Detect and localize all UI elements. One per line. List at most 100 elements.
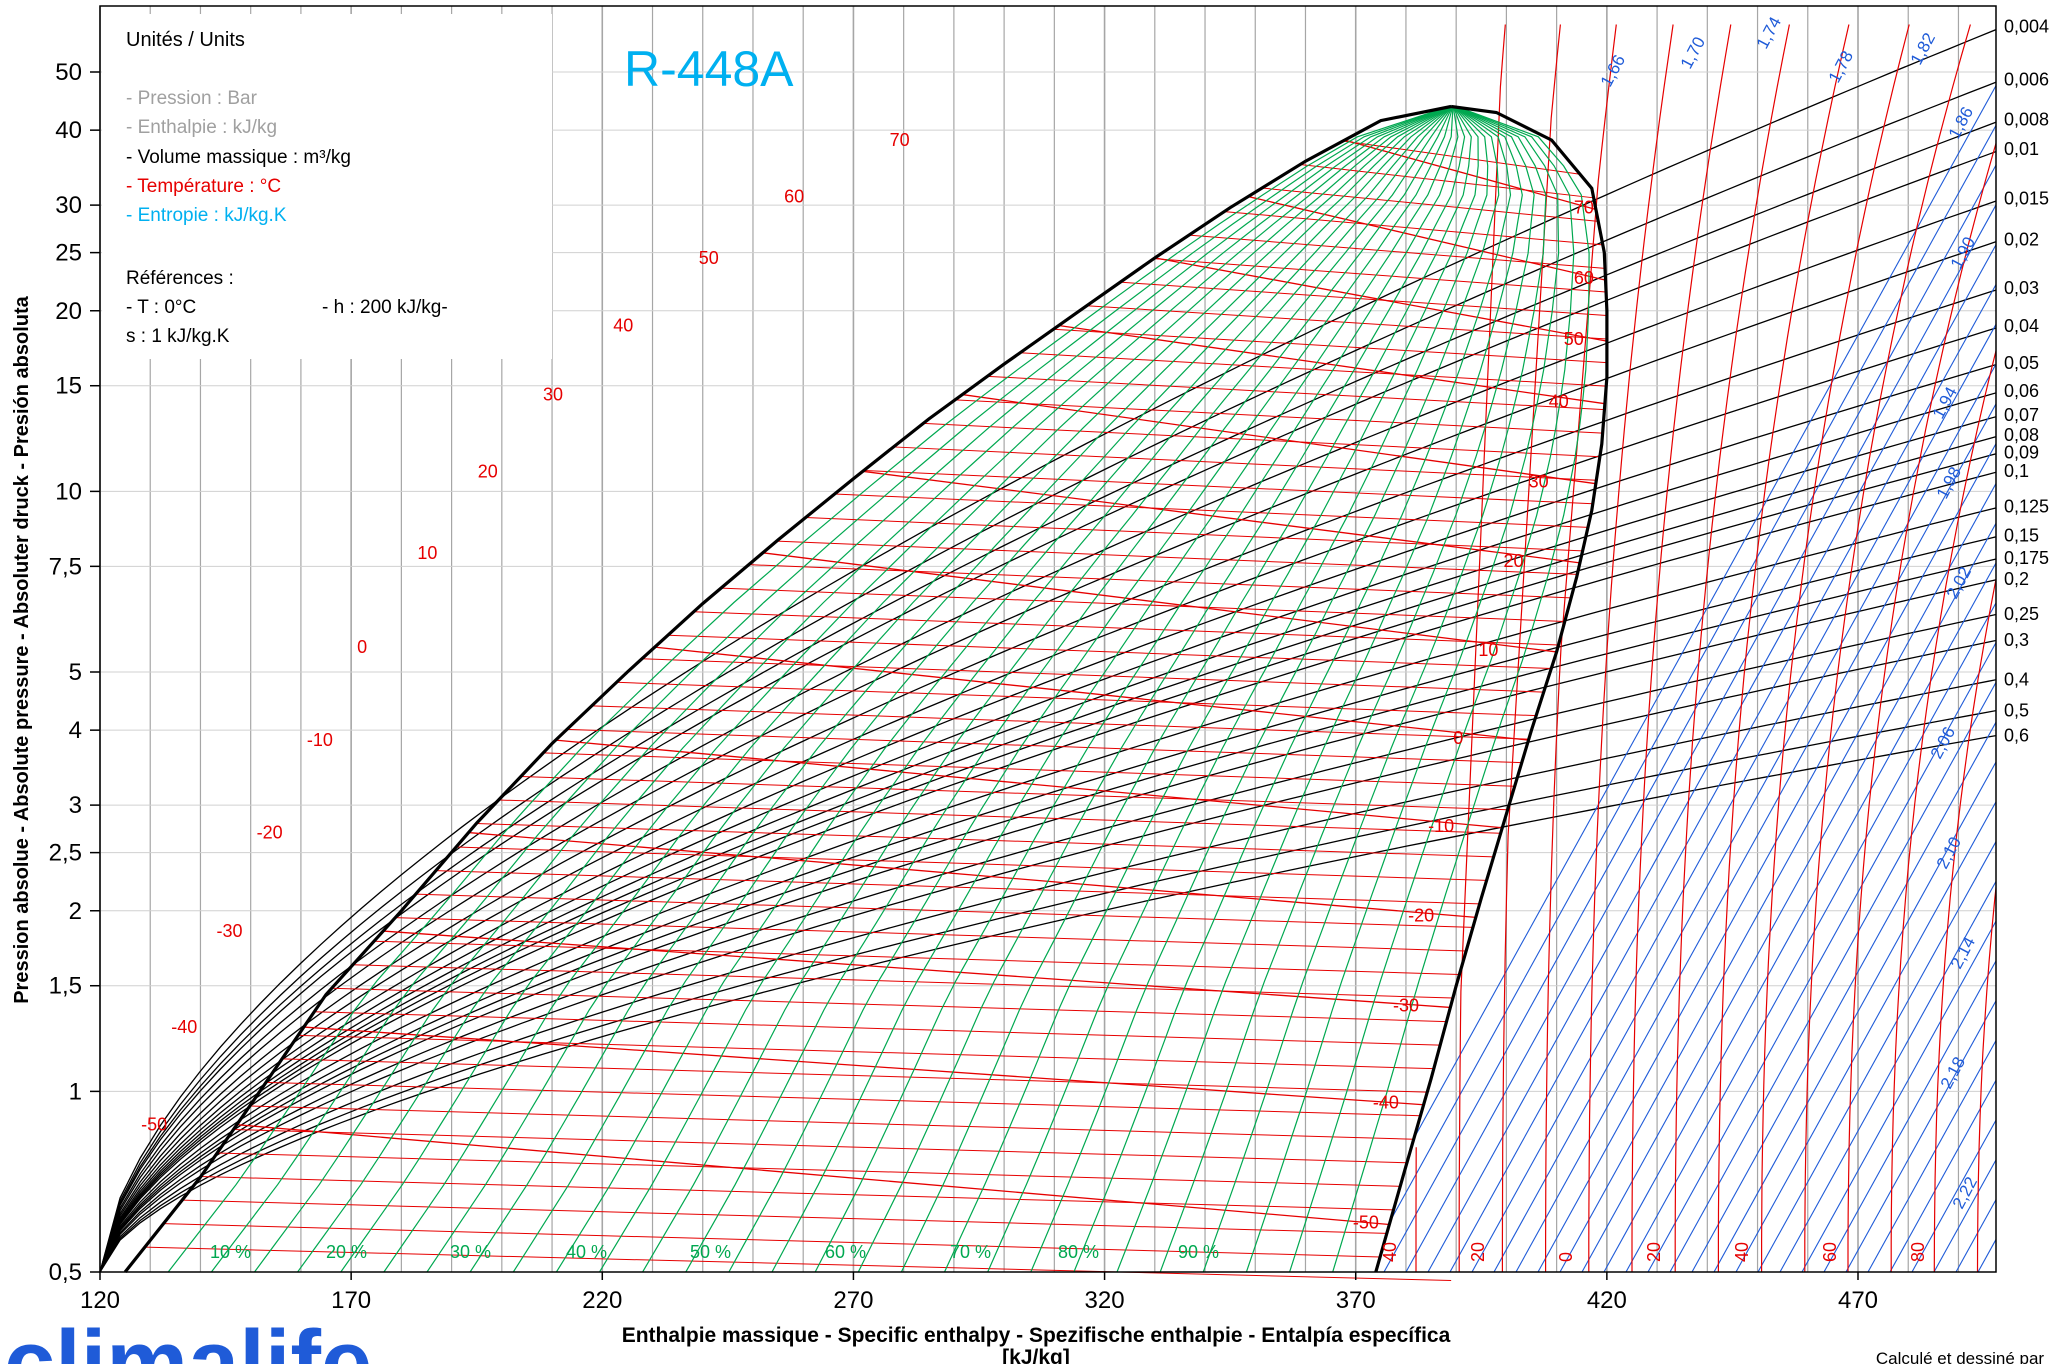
quality-line [728, 106, 1454, 1273]
isochore-label: 0,25 [2004, 604, 2039, 624]
isentrope-line [1669, 6, 1996, 1272]
saturated-liquid-line [123, 104, 1452, 1273]
isotherm-line [282, 1058, 1428, 1093]
isentrope-label: 1,78 [1825, 48, 1857, 86]
isotherm-line [314, 1011, 1441, 1046]
isotherm-line [1020, 352, 1607, 387]
isentrope-line [1365, 6, 1996, 1272]
y-tick-label: 30 [55, 192, 82, 219]
quality-line [857, 105, 1466, 1273]
isotherm-line [298, 1034, 1434, 1070]
isochore-label: 0,05 [2004, 353, 2039, 373]
x-tick-label: 470 [1838, 1287, 1878, 1314]
curve-labels: 0,004 0,006 0,008 0,01 0,015 0,02 0,03 0,04 0,05… [141, 14, 2049, 1262]
isochore-label: 0,04 [2004, 316, 2039, 336]
isochore-label: 0,02 [2004, 229, 2039, 249]
axis-ticks: 120 170 220 270 320 370 420 470 0,5 1 1,5 2 2,5 3 4 5 7,… [49, 59, 1878, 1314]
isotherm-lines [144, 24, 1996, 1281]
isentrope-line [1365, 6, 1996, 1272]
isotherm-line [217, 1152, 1401, 1187]
legend-references: Références : [126, 268, 234, 289]
y-tick-label: 15 [55, 373, 82, 400]
isochore-label: 0,08 [2004, 425, 2039, 445]
isentrope-label: 1,86 [1945, 104, 1977, 142]
isochore-label: 0,6 [2004, 725, 2029, 745]
y-tick-label: 3 [69, 792, 82, 819]
isotherm-label: 0 [357, 637, 367, 657]
isentrope-label: 1,82 [1907, 30, 1939, 68]
quality-label: 90 % [1178, 1242, 1219, 1262]
isotherm-line [1344, 139, 1597, 211]
quality-line [1202, 105, 1547, 1273]
isotherm-line [923, 422, 1600, 458]
isotherm-line [893, 446, 1597, 481]
isotherm-line [303, 1026, 1424, 1106]
isochore-line [100, 28, 1996, 1272]
x-tick-label: 320 [1085, 1287, 1125, 1314]
y-tick-label: 50 [55, 59, 82, 86]
isotherm-bottom-label: 20 [1468, 1242, 1488, 1262]
isochore-line [100, 507, 1996, 1272]
isentrope-line [1845, 6, 1996, 1272]
x-tick-label: 220 [582, 1287, 622, 1314]
quality-line [254, 105, 1452, 1273]
legend-volume: - Volume massique : m³/kg [126, 147, 351, 168]
isotherm-label: 40 [1549, 392, 1569, 412]
y-tick-label: 5 [69, 659, 82, 686]
isotherm-line [200, 1176, 1394, 1211]
isotherm-line [654, 646, 1529, 741]
isochore-line [100, 579, 1996, 1272]
quality-label: 70 % [950, 1242, 991, 1262]
y-tick-label: 1,5 [49, 973, 82, 1000]
isotherm-label: 10 [417, 543, 437, 563]
isochore-line [100, 453, 1996, 1272]
isentrope-line [1559, 6, 1996, 1272]
quality-line [642, 106, 1453, 1273]
quality-line [469, 106, 1452, 1273]
isentrope-line [1515, 6, 1996, 1272]
isotherm-label: 0 [1453, 728, 1463, 748]
isotherm-bottom-label: 60 [1820, 1242, 1840, 1262]
x-tick-label: 170 [331, 1287, 371, 1314]
plot-border [99, 5, 1997, 1273]
x-tick-label: 420 [1587, 1287, 1627, 1314]
y-tick-label: 2,5 [49, 840, 82, 867]
isotherm-line [762, 552, 1557, 653]
quality-line [210, 105, 1452, 1273]
legend-enthalpy: - Enthalpie : kJ/kg [126, 117, 277, 138]
quality-label: 50 % [690, 1242, 731, 1262]
isotherm-line [543, 752, 1515, 787]
isotherm-label: 50 [1564, 329, 1584, 349]
isochore-label: 0,004 [2004, 16, 2049, 36]
isotherm-label: 70 [1574, 197, 1594, 217]
isotherm-superheat-line [1890, 348, 1996, 1272]
isotherm-superheat-line [1933, 576, 1996, 1272]
quality-line [383, 105, 1452, 1273]
isotherm-line [1053, 328, 1607, 364]
legend-ref-entropy: s : 1 kJ/kg.K [126, 326, 230, 347]
isotherm-label: -10 [307, 730, 333, 750]
isotherm-line [667, 634, 1552, 670]
y-tick-label: 0,5 [49, 1259, 82, 1286]
isochore-line [100, 536, 1996, 1272]
isochore-label: 0,4 [2004, 669, 2029, 689]
isochore-line [100, 363, 1996, 1272]
quality-label: 40 % [566, 1242, 607, 1262]
isochore-label: 0,07 [2004, 405, 2039, 425]
isotherm-label: 40 [613, 316, 633, 336]
isotherm-line [163, 1223, 1381, 1258]
isotherm-superheat-line [1847, 141, 1996, 1272]
isotherm-line [182, 1199, 1387, 1234]
quality-line [1159, 105, 1535, 1273]
y-tick-label: 20 [55, 298, 82, 325]
y-tick-label: 25 [55, 240, 82, 267]
isotherm-line [1342, 140, 1581, 175]
quality-line [555, 106, 1452, 1273]
quality-line [340, 105, 1452, 1273]
legend-entropy: - Entropie : kJ/kg.K [126, 205, 287, 226]
quality-line [943, 105, 1479, 1273]
quality-line [987, 105, 1489, 1273]
isochore-line [100, 327, 1996, 1272]
isotherm-label: 10 [1478, 640, 1498, 660]
